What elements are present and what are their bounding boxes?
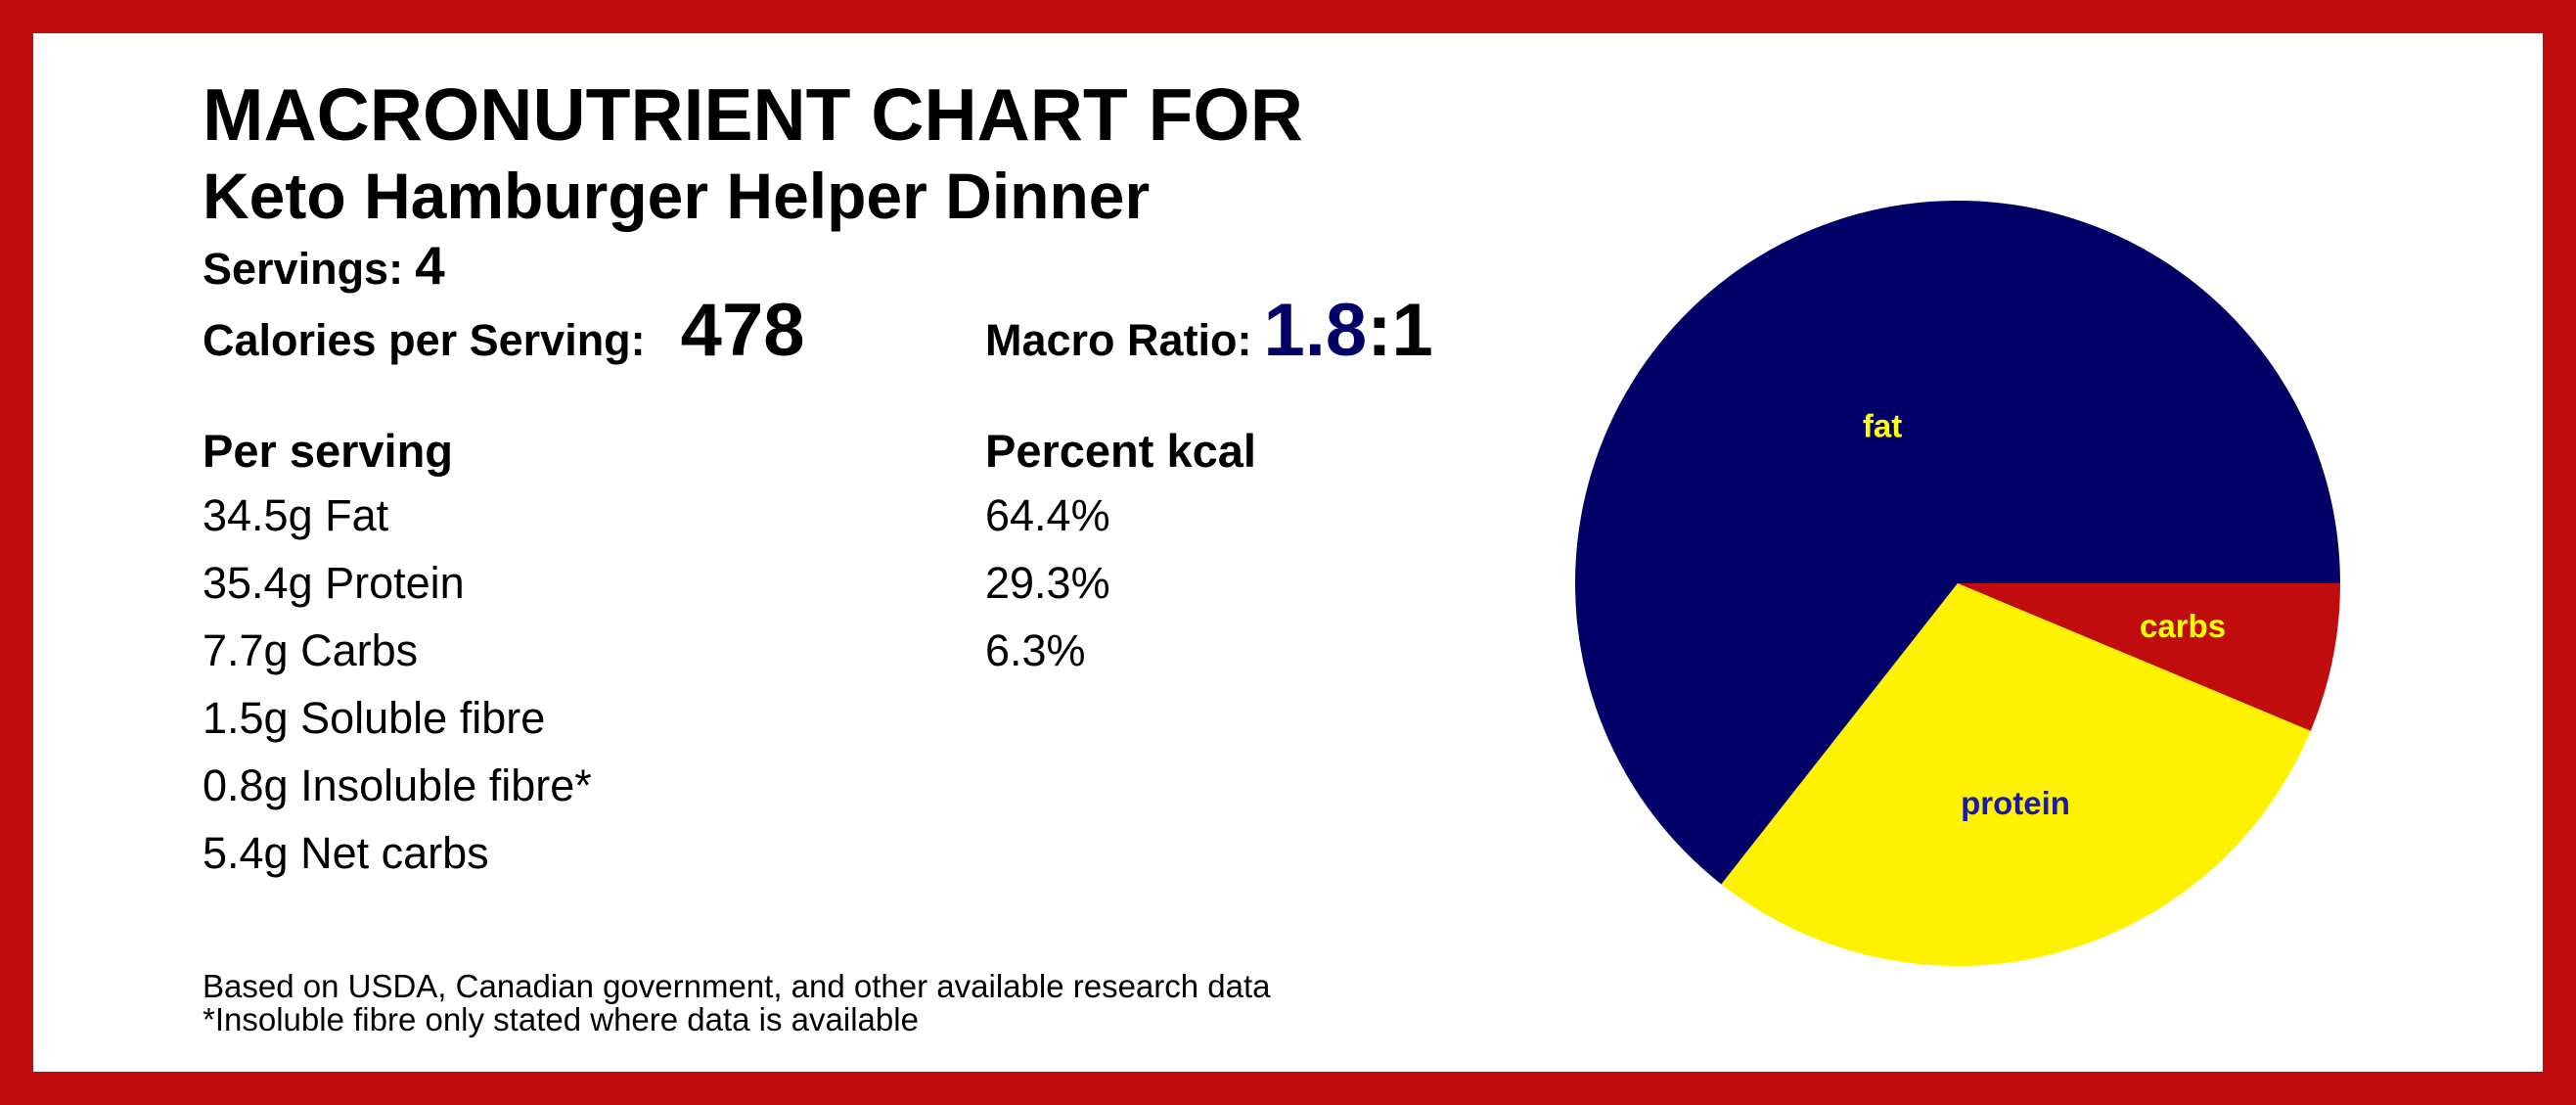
pie-slice bbox=[1721, 583, 2311, 967]
pie-slice bbox=[1958, 583, 2340, 731]
percent-item: 64.4% bbox=[985, 490, 1110, 540]
percent-item: 6.3% bbox=[985, 625, 1086, 675]
slice-label: carbs bbox=[2140, 608, 2226, 644]
nutrient-item: 34.5g Fat bbox=[203, 490, 389, 540]
percent-heading: Percent kcal bbox=[985, 425, 1256, 477]
percent-item: 29.3% bbox=[985, 558, 1110, 608]
ratio-value: 1.8 bbox=[1264, 289, 1368, 372]
calories-label: Calories per Serving: bbox=[203, 315, 646, 365]
slice-label: fat bbox=[1863, 407, 1902, 443]
title: MACRONUTRIENT CHART FOR bbox=[203, 73, 1303, 156]
subtitle: Keto Hamburger Helper Dinner bbox=[203, 160, 1150, 232]
footnote: *Insoluble fibre only stated where data … bbox=[203, 1001, 919, 1037]
nutrient-item: 5.4g Net carbs bbox=[203, 828, 489, 878]
ratio-suffix: :1 bbox=[1367, 289, 1433, 372]
calories-value: 478 bbox=[681, 289, 805, 372]
calories: Calories per Serving: 478 bbox=[203, 289, 804, 372]
pie-slice bbox=[1575, 201, 2340, 885]
slice-label: protein bbox=[1961, 785, 2070, 821]
per-serving-heading: Per serving bbox=[203, 425, 453, 477]
nutrient-item: 0.8g Insoluble fibre* bbox=[203, 760, 592, 810]
ratio-label: Macro Ratio: bbox=[985, 315, 1252, 365]
servings-value: 4 bbox=[415, 235, 445, 296]
nutrient-item: 35.4g Protein bbox=[203, 558, 465, 608]
servings: Servings: 4 bbox=[203, 235, 445, 296]
footnote: Based on USDA, Canadian government, and … bbox=[203, 968, 1271, 1004]
macro-ratio: Macro Ratio: 1.8:1 bbox=[985, 289, 1433, 372]
nutrient-item: 1.5g Soluble fibre bbox=[203, 693, 545, 743]
servings-label: Servings: bbox=[203, 244, 403, 294]
nutrient-item: 7.7g Carbs bbox=[203, 625, 418, 675]
